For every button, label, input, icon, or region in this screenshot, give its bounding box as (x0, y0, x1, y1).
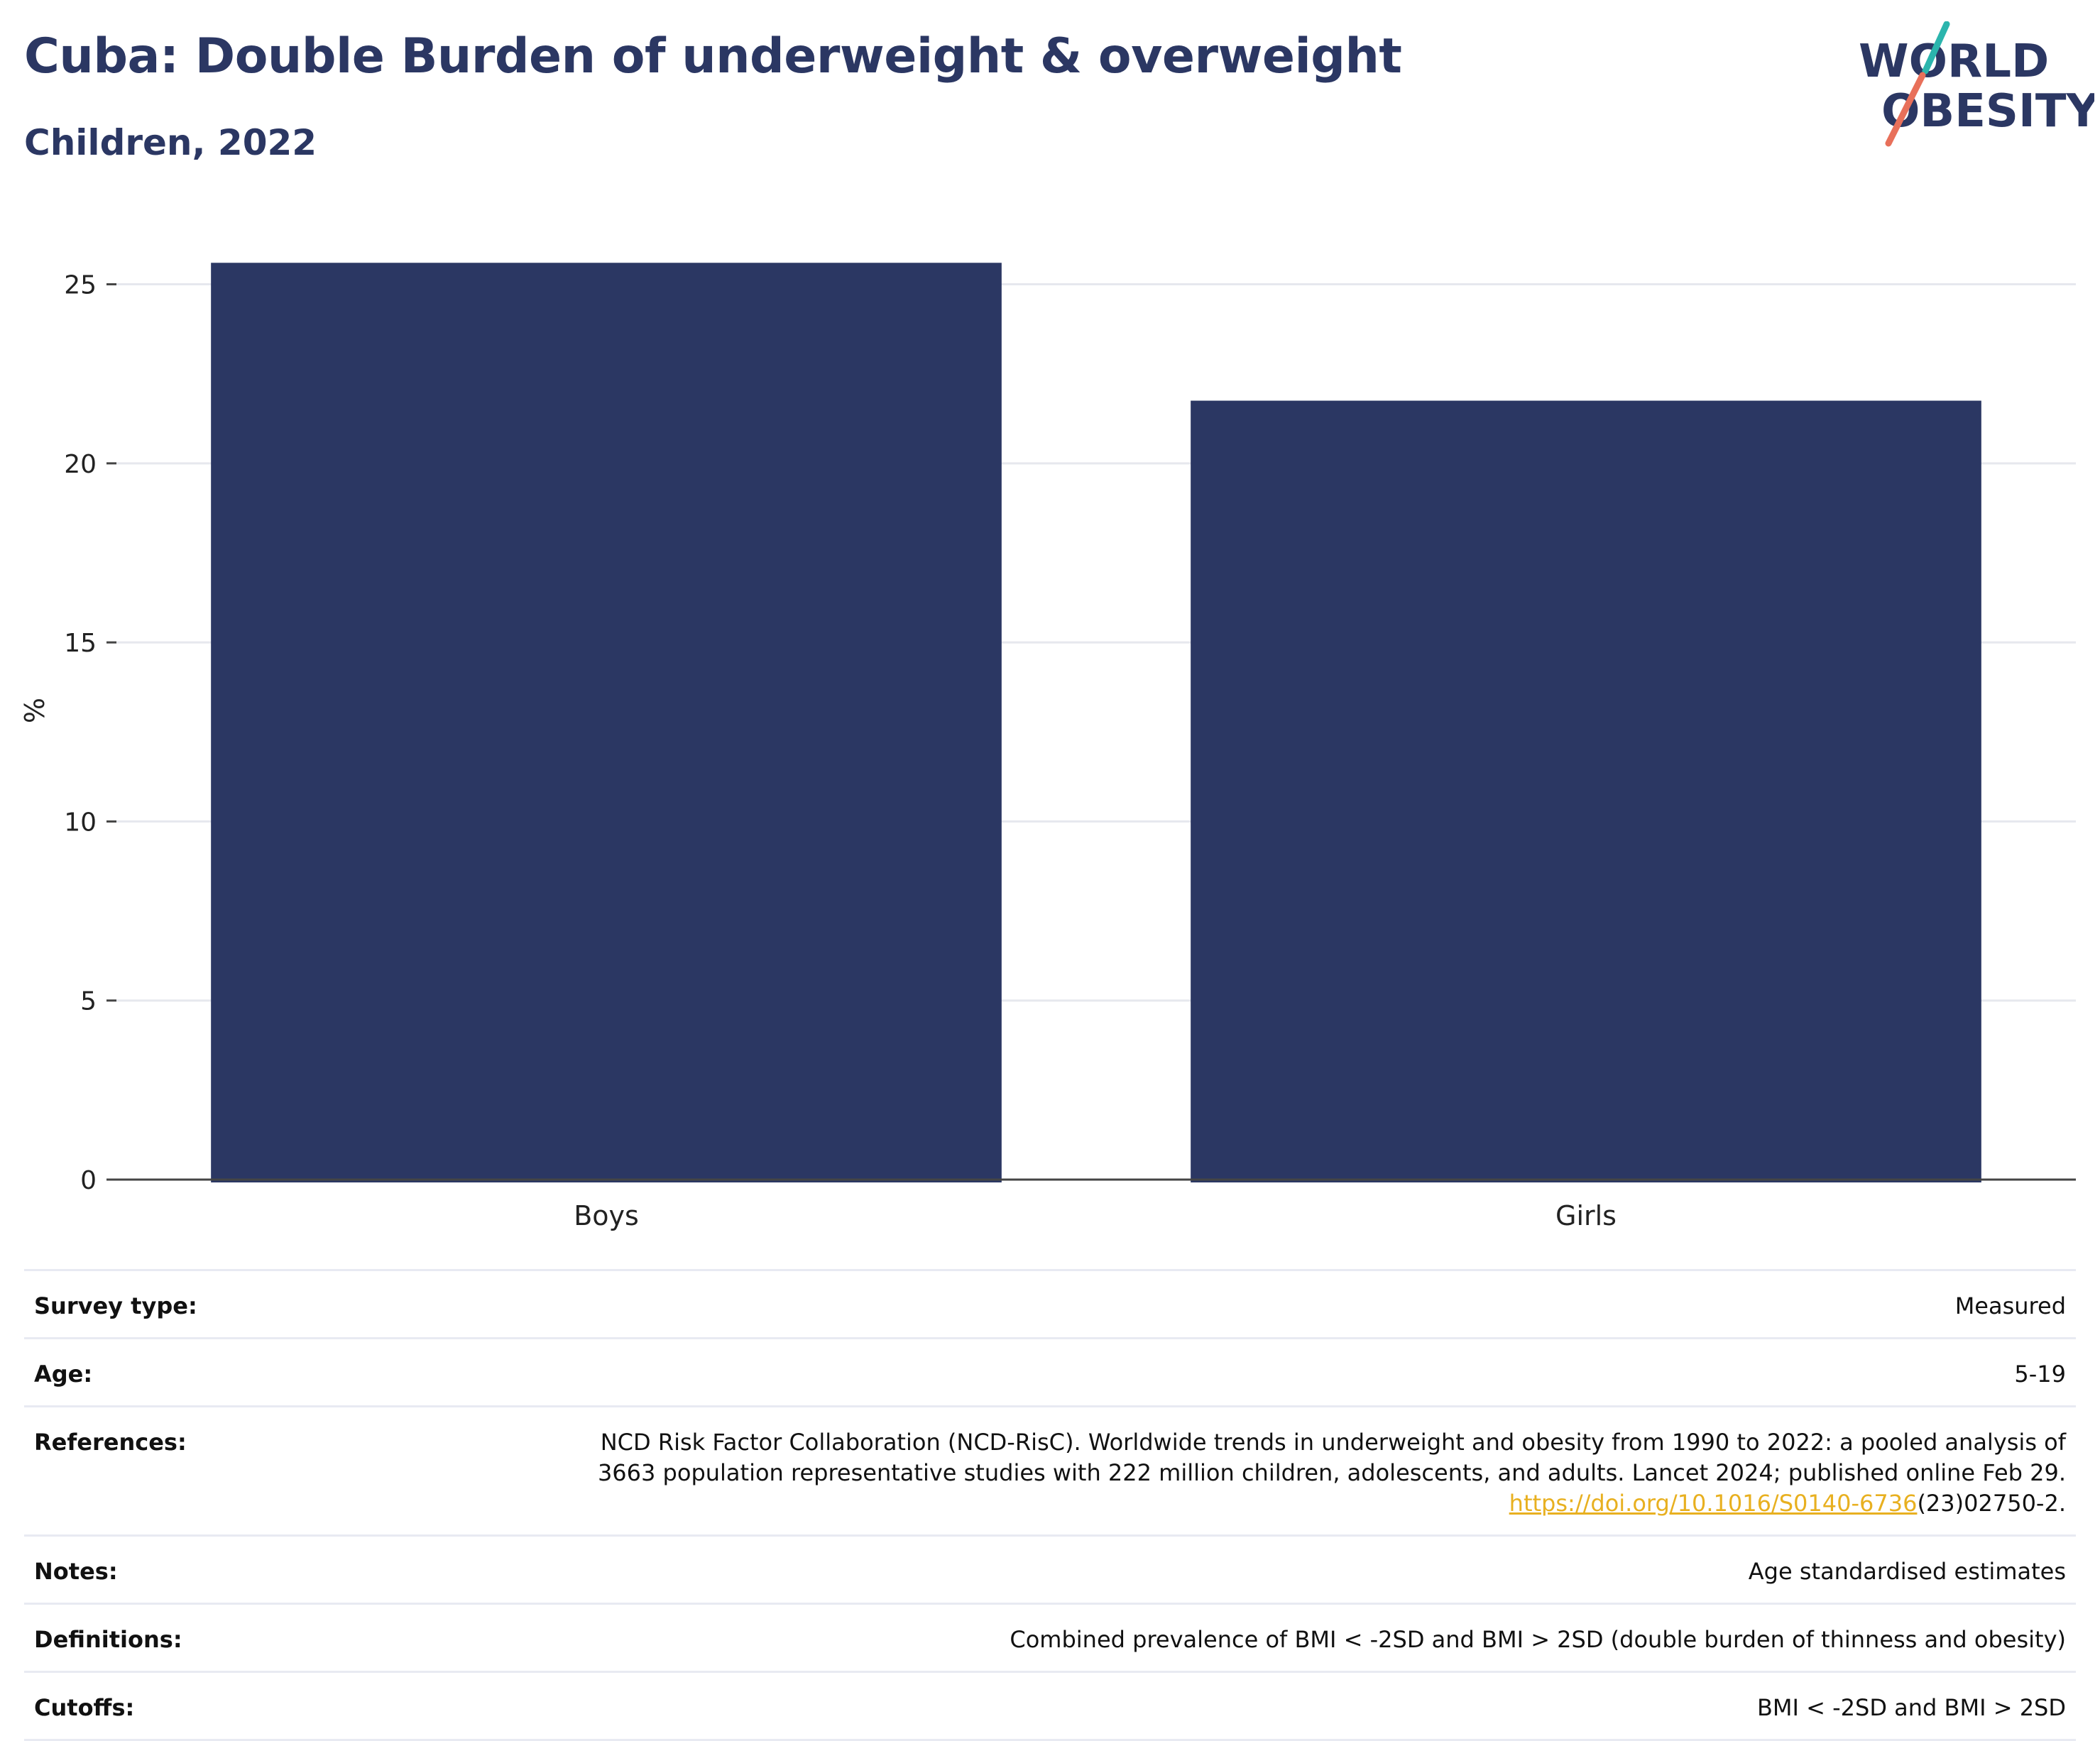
reference-doi-suffix: (23)02750-2. (1917, 1490, 2066, 1517)
bar-chart: 0 5 10 15 20 25 Boys Girls % (19, 263, 2076, 1231)
meta-label: References: (34, 1429, 187, 1456)
y-tick-labels: 0 5 10 15 20 25 (64, 271, 116, 1195)
world-obesity-logo: WORLD OBESITY (1859, 21, 2094, 147)
logo-line1: WORLD (1859, 35, 2049, 88)
y-axis-label: % (19, 698, 50, 723)
y-tick-label: 20 (64, 450, 97, 479)
meta-row-definitions: Definitions: Combined prevalence of BMI … (24, 1605, 2076, 1673)
y-tick-label: 15 (64, 629, 97, 658)
meta-row-survey-type: Survey type: Measured (24, 1271, 2076, 1339)
meta-value: BMI < -2SD and BMI > 2SD (1756, 1694, 2066, 1721)
meta-value: 5-19 (2014, 1361, 2066, 1388)
meta-label: Survey type: (34, 1292, 197, 1319)
meta-label: Age: (34, 1361, 93, 1388)
reference-line-2: 3663 population representative studies w… (597, 1459, 2066, 1486)
x-tick-labels: Boys Girls (574, 1200, 1617, 1231)
chart-subtitle: Children, 2022 (24, 122, 317, 163)
metadata-table: Survey type: Measured Age: 5-19 Referenc… (24, 1269, 2076, 1741)
y-tick-label: 25 (64, 271, 97, 300)
meta-label: Notes: (34, 1558, 118, 1585)
meta-row-notes: Notes: Age standardised estimates (24, 1537, 2076, 1605)
chart-title: Cuba: Double Burden of underweight & ove… (24, 28, 1402, 84)
x-tick-label-girls: Girls (1555, 1200, 1617, 1231)
meta-row-references: References: NCD Risk Factor Collaboratio… (24, 1407, 2076, 1537)
reference-doi-link[interactable]: https://doi.org/10.1016/S0140-6736 (1509, 1490, 1918, 1517)
bar-girls[interactable] (1191, 400, 1981, 1183)
bar-boys[interactable] (211, 263, 1002, 1183)
meta-value: Combined prevalence of BMI < -2SD and BM… (1010, 1626, 2066, 1653)
meta-row-cutoffs: Cutoffs: BMI < -2SD and BMI > 2SD (24, 1673, 2076, 1741)
meta-value: Age standardised estimates (1748, 1558, 2066, 1585)
reference-line-1: NCD Risk Factor Collaboration (NCD-RisC)… (600, 1429, 2066, 1456)
bars (211, 263, 1981, 1183)
meta-value: Measured (1954, 1292, 2066, 1319)
logo-slash-bottom (1885, 72, 1926, 147)
y-tick-label: 5 (80, 987, 97, 1016)
meta-row-age: Age: 5-19 (24, 1339, 2076, 1407)
logo-line2: OBESITY (1881, 85, 2094, 138)
y-tick-label: 0 (80, 1166, 97, 1195)
logo-slash-top (1922, 21, 1950, 75)
meta-label: Definitions: (34, 1626, 182, 1653)
meta-value-references: NCD Risk Factor Collaboration (NCD-RisC)… (598, 1427, 2066, 1519)
meta-label: Cutoffs: (34, 1694, 135, 1721)
x-tick-label-boys: Boys (574, 1200, 639, 1231)
y-tick-label: 10 (64, 808, 97, 837)
